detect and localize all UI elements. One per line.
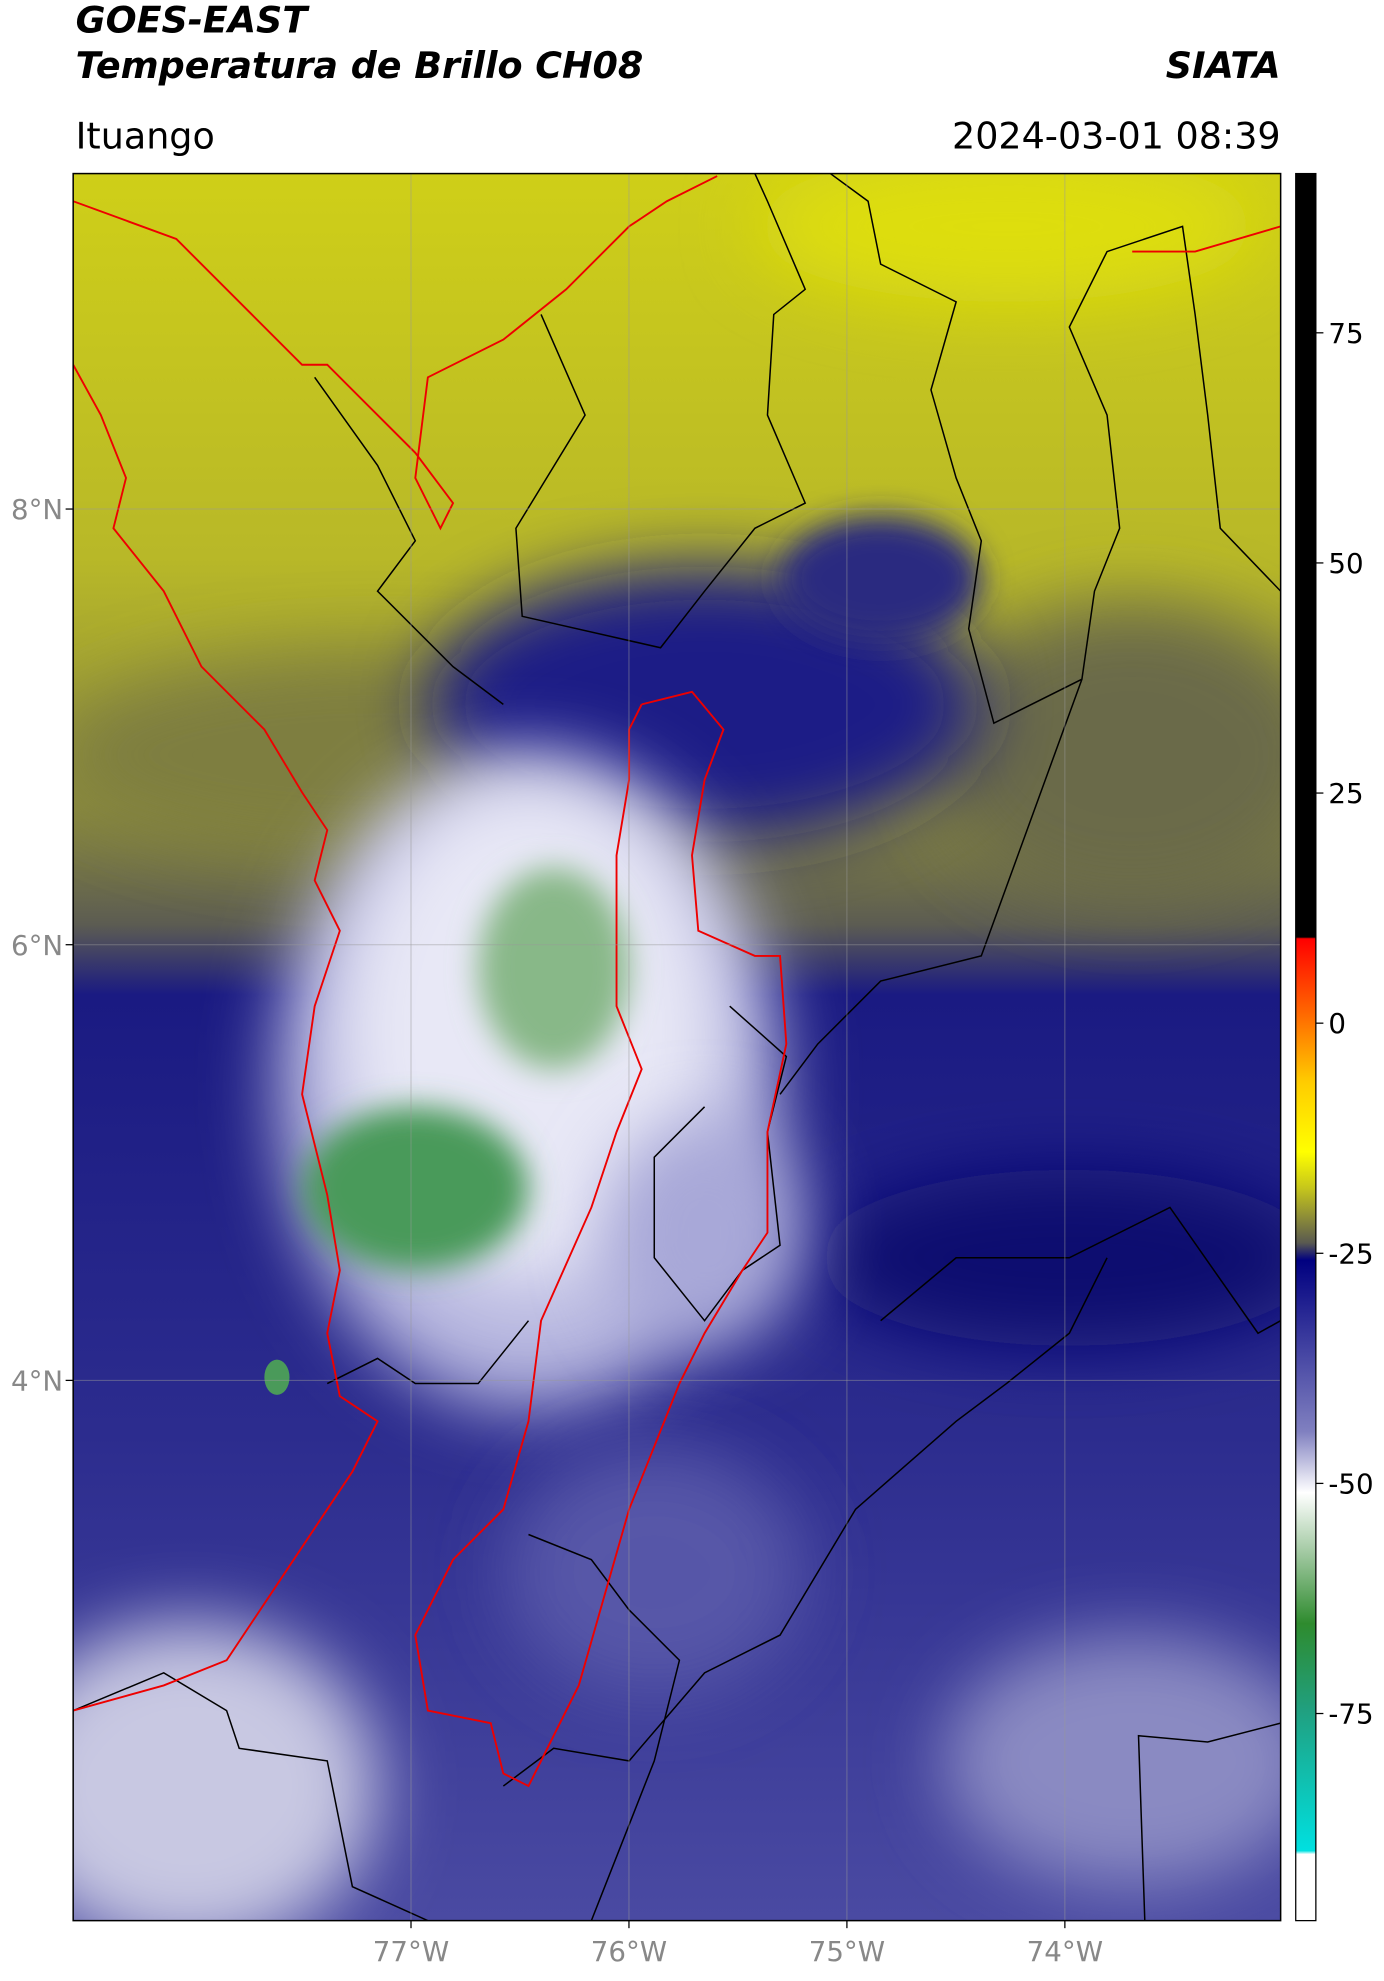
colorbar-tick-label: 75 — [1328, 317, 1363, 350]
colorbar — [1295, 172, 1317, 1922]
satellite-image — [73, 173, 1281, 1921]
colorbar-tick-label: -50 — [1328, 1467, 1373, 1500]
y-tick-label: 8°N — [11, 493, 63, 526]
x-tick-label: 74°W — [1027, 1935, 1103, 1968]
graticule — [65, 173, 1281, 1929]
colorbar-tick-label: -25 — [1328, 1237, 1373, 1270]
colorbar-tick-label: 25 — [1328, 777, 1363, 810]
colorbar-tick-label: 50 — [1328, 547, 1363, 580]
subtitle: Temperatura de Brillo CH08 — [76, 44, 644, 87]
boundaries — [73, 173, 1281, 1921]
x-tick-label: 75°W — [809, 1935, 885, 1968]
y-tick-label: 4°N — [11, 1364, 63, 1397]
brand: SIATA — [1166, 44, 1281, 87]
region: Ituango — [76, 114, 215, 157]
y-tick-label: 6°N — [11, 929, 63, 962]
map-frame — [72, 172, 1282, 1922]
colorbar-ticks: 75 50 25 0 -25 -50 -75 — [1315, 317, 1374, 1731]
x-tick-label: 77°W — [373, 1935, 449, 1968]
colorbar-tick-label: -75 — [1328, 1698, 1373, 1731]
colorbar-tick-label: 0 — [1328, 1007, 1346, 1040]
title: GOES-EAST — [76, 0, 311, 42]
timestamp: 2024-03-01 08:39 — [952, 114, 1281, 157]
x-tick-label: 76°W — [591, 1935, 667, 1968]
